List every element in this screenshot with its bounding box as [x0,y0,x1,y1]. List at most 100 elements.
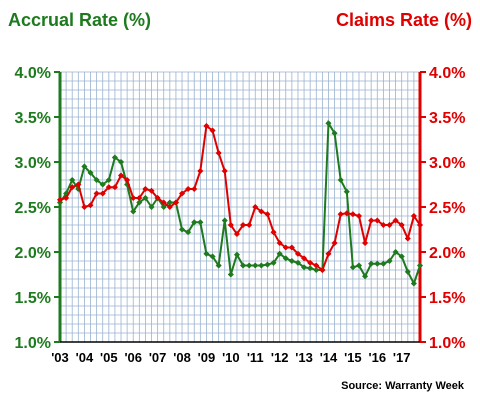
accrual-point [276,250,283,257]
x-tick-label: '16 [369,350,387,365]
accrual-point [380,260,387,267]
claims-point [142,185,149,193]
accrual-point [361,273,369,280]
accrual-point [386,257,393,265]
claims-point [209,127,216,134]
claims-point [361,239,369,247]
claims-point [258,208,265,215]
accrual-point [288,257,296,265]
accrual-point [209,253,216,260]
accrual-point [410,280,418,287]
x-tick-label: '07 [149,350,167,365]
accrual-point [270,259,277,266]
claims-point [227,221,235,229]
accrual-point [404,268,411,275]
x-tick-label: '11 [247,350,264,365]
left-tick-label: 2.0% [15,245,51,262]
accrual-point [93,176,100,184]
claims-point [148,187,155,194]
accrual-point [349,264,357,271]
claims-point [252,203,259,211]
claims-point [386,221,393,229]
right-tick-label: 1.0% [429,335,465,352]
x-tick-label: '06 [124,350,142,365]
claims-point [130,194,137,202]
claims-point [215,149,222,157]
x-tick-label: '17 [393,350,411,365]
x-tick-label: '12 [271,350,289,365]
x-tick-label: '03 [51,350,69,365]
left-axis-title: Accrual Rate (%) [8,10,152,30]
accrual-point [294,259,302,266]
claims-point [239,221,247,229]
claims-point [276,239,283,247]
claims-point [337,211,344,218]
accrual-point [142,194,149,202]
claims-point [245,221,253,229]
accrual-point [300,264,308,271]
accrual-point [81,163,88,170]
left-tick-label: 1.0% [15,335,51,352]
claims-point [111,184,119,191]
left-tick-label: 4.0% [15,65,51,82]
claims-point [87,202,94,209]
x-tick-label: '13 [295,350,313,365]
left-tick-label: 2.5% [15,200,51,217]
claims-point [191,185,198,193]
claims-point [319,266,326,274]
claims-point [300,255,308,262]
accrual-point [191,219,198,226]
accrual-point [136,199,143,206]
accrual-point [331,130,338,137]
claims-point [203,122,210,130]
claims-point [282,244,289,251]
accrual-point [221,217,228,224]
claims-point [221,167,228,175]
accrual-point [203,250,210,257]
claims-point [368,217,375,224]
right-tick-label: 3.5% [429,110,465,127]
claims-point [62,194,70,202]
claims-point [178,190,186,197]
right-tick-label: 4.0% [429,65,465,82]
claims-point [99,190,106,197]
accrual-point [337,176,344,184]
claims-point [325,250,332,257]
claims-point [81,203,88,211]
accrual-point [282,255,289,262]
claims-point [392,217,399,224]
claims-point [270,229,277,236]
accrual-point [184,229,192,236]
left-tick-label: 3.0% [15,155,51,172]
x-tick-label: '09 [198,350,216,365]
accrual-point [355,262,363,269]
accrual-point [325,120,332,127]
claims-point [154,194,161,202]
left-tick-label: 1.5% [15,290,51,307]
claims-point [294,250,302,257]
accrual-point [178,226,186,233]
accrual-point [374,260,381,267]
accrual-point [69,176,76,184]
accrual-point [245,262,253,269]
right-axis-title: Claims Rate (%) [335,10,472,30]
x-tick-label: '08 [173,350,191,365]
accrual-point [398,253,405,260]
accrual-point [264,261,271,268]
claims-point [93,190,100,197]
claims-point [264,211,271,218]
claims-point [355,212,363,220]
x-tick-label: '05 [100,350,118,365]
claims-point [123,176,131,184]
accrual-point [160,203,167,211]
x-tick-label: '15 [344,350,362,365]
claims-point [160,199,167,206]
right-tick-label: 3.0% [429,155,465,172]
claims-point [136,194,143,202]
claims-point [172,199,180,206]
claims-point [233,230,241,238]
claims-point [197,167,204,175]
accrual-point [111,154,119,161]
